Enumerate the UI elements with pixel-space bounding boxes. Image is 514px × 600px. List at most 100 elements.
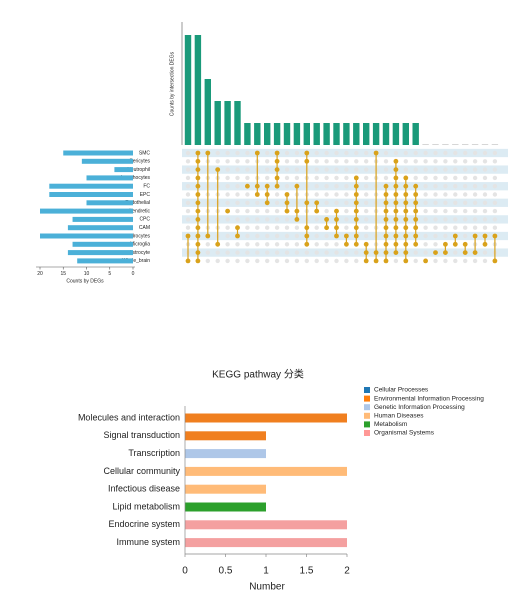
y-tick-label: Endocrine system — [108, 519, 180, 529]
empty-dot — [255, 233, 260, 239]
empty-dot — [235, 184, 240, 189]
member-dot — [195, 167, 201, 173]
set-label: Lymphocytes — [121, 175, 151, 181]
empty-dot — [225, 242, 230, 247]
empty-dot — [265, 225, 270, 230]
empty-dot — [433, 258, 438, 264]
empty-dot — [482, 159, 488, 164]
member-dot — [195, 258, 201, 264]
y-tick-label: Lipid metabolism — [112, 501, 180, 511]
member-dot — [433, 250, 438, 256]
empty-dot — [433, 242, 438, 247]
empty-dot — [403, 150, 408, 156]
set-axis-tick-label: 0 — [132, 271, 135, 277]
empty-dot — [255, 225, 260, 230]
intersection-bar — [333, 123, 340, 145]
empty-dot — [284, 175, 290, 181]
empty-dot — [453, 208, 458, 214]
empty-dot — [433, 184, 438, 189]
legend-label: Organismal Systems — [374, 430, 435, 437]
member-dot — [462, 241, 468, 247]
empty-dot — [492, 192, 498, 197]
member-dot — [324, 217, 329, 222]
empty-dot — [482, 250, 488, 255]
set-bar — [77, 258, 133, 264]
intersection-bar — [194, 35, 202, 145]
member-dot — [304, 241, 310, 247]
member-dot — [185, 258, 191, 264]
member-dot — [403, 233, 409, 239]
legend-swatch — [364, 412, 370, 419]
bar — [185, 520, 347, 530]
member-dot — [403, 241, 409, 247]
intersection-bar — [293, 123, 301, 145]
empty-dot — [344, 225, 349, 230]
member-dot — [393, 175, 399, 181]
set-label: Dendretic — [129, 208, 151, 214]
empty-dot — [225, 217, 230, 222]
empty-dot — [185, 159, 191, 164]
set-label: CAM — [139, 225, 150, 231]
member-dot — [383, 225, 389, 231]
set-axis-tick-label: 15 — [60, 271, 66, 277]
empty-dot — [245, 258, 250, 264]
member-dot — [413, 225, 419, 231]
empty-dot — [235, 175, 240, 181]
empty-dot — [225, 159, 230, 164]
set-bar — [67, 250, 133, 256]
empty-dot — [344, 159, 349, 164]
empty-dot — [423, 208, 428, 214]
empty-dot — [265, 233, 270, 239]
empty-dot — [245, 225, 250, 230]
member-dot — [403, 175, 409, 181]
member-dot — [492, 233, 498, 239]
empty-dot — [364, 200, 369, 205]
member-dot — [393, 192, 399, 197]
empty-dot — [294, 242, 300, 247]
empty-dot — [324, 167, 329, 172]
empty-dot — [403, 159, 408, 164]
empty-dot — [344, 258, 349, 264]
empty-dot — [463, 150, 468, 156]
intersection-bar — [382, 123, 390, 145]
member-dot — [304, 200, 310, 206]
empty-dot — [463, 217, 468, 222]
intersection-bar — [481, 144, 489, 145]
empty-dot — [255, 242, 260, 247]
empty-dot — [383, 167, 389, 172]
empty-dot — [225, 167, 230, 172]
member-dot — [353, 233, 359, 239]
member-dot — [383, 200, 389, 206]
empty-dot — [334, 175, 339, 181]
empty-dot — [482, 167, 488, 172]
x-tick-label: 1.5 — [300, 566, 314, 577]
empty-dot — [344, 208, 349, 214]
empty-dot — [235, 217, 240, 222]
intersection-bar — [184, 35, 192, 145]
member-dot — [353, 183, 359, 189]
set-bar — [114, 167, 133, 173]
legend-swatch — [364, 421, 370, 428]
bar — [185, 413, 347, 423]
empty-dot — [235, 167, 240, 172]
empty-dot — [255, 217, 260, 222]
empty-dot — [482, 150, 488, 156]
intersection-bar — [363, 123, 370, 145]
empty-dot — [413, 167, 418, 172]
empty-dot — [284, 225, 290, 230]
empty-dot — [482, 258, 488, 264]
member-dot — [403, 217, 409, 222]
empty-dot — [423, 200, 428, 205]
empty-dot — [304, 250, 309, 255]
empty-dot — [235, 200, 240, 205]
empty-dot — [255, 200, 260, 205]
empty-dot — [225, 233, 230, 239]
empty-dot — [185, 200, 191, 205]
empty-dot — [334, 167, 339, 172]
empty-dot — [433, 225, 438, 230]
legend-label: Environmental Information Processing — [374, 395, 484, 402]
member-dot — [195, 250, 201, 256]
empty-dot — [324, 175, 329, 181]
set-label: EPC — [140, 192, 151, 198]
empty-dot — [492, 167, 498, 172]
